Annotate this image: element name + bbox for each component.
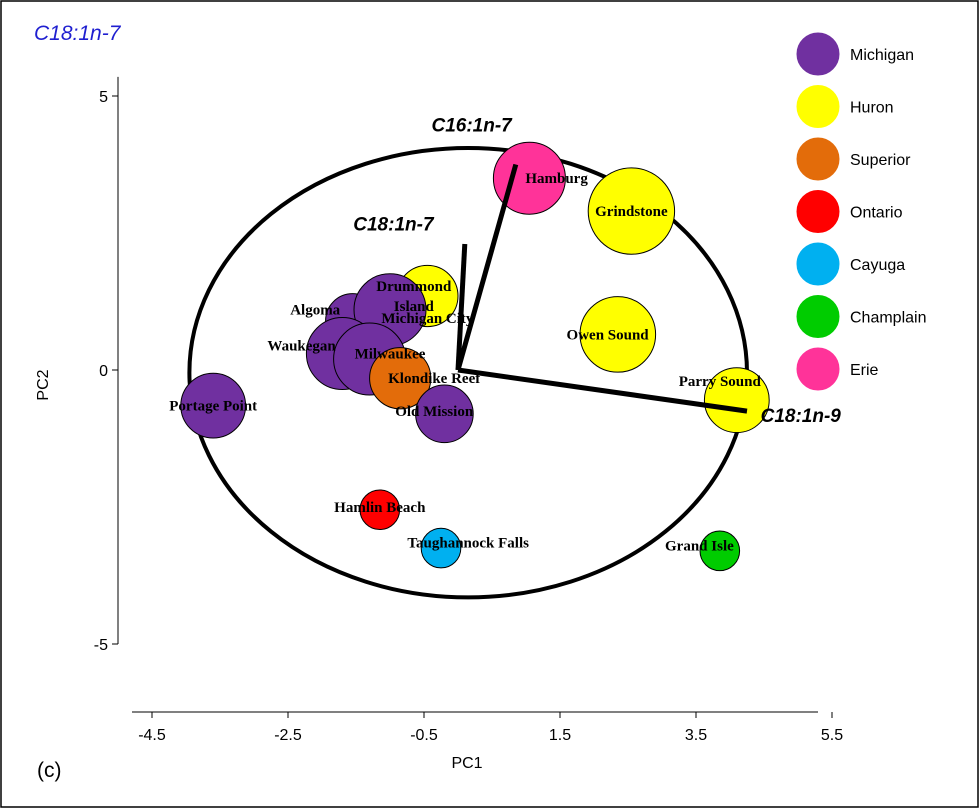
legend-label: Superior (850, 152, 911, 169)
legend-swatch (796, 137, 840, 181)
point-label: Waukegan (267, 338, 336, 354)
point-marker (579, 296, 657, 373)
point-label: Owen Sound (567, 327, 650, 343)
point-marker (703, 367, 770, 434)
x-tick-label: 1.5 (549, 727, 571, 744)
vector-label: C18:1n-7 (353, 214, 435, 235)
x-tick-label: -2.5 (274, 727, 302, 744)
point-marker (415, 384, 474, 444)
panel-label: (c) (37, 759, 62, 782)
point-marker (359, 489, 401, 531)
loading-vector (457, 367, 748, 414)
point-label: Hamburg (525, 171, 588, 187)
legend-swatch (796, 85, 840, 128)
point-marker (420, 527, 462, 569)
x-axis-label: PC1 (451, 755, 482, 772)
chart-title: C18:1n-7 (34, 22, 122, 45)
y-tick-label: -5 (94, 637, 108, 654)
x-tick-label: -0.5 (410, 727, 438, 744)
legend-swatch (796, 295, 840, 338)
points-layer (180, 141, 770, 572)
vector-label: C16:1n-7 (431, 116, 513, 137)
loading-vector (455, 243, 468, 371)
vector-label: C18:1n-9 (761, 406, 842, 427)
legend-label: Champlain (850, 310, 926, 327)
point-label: Portage Point (169, 399, 257, 415)
point-label: Algoma (290, 303, 340, 319)
y-axis-label: PC2 (35, 369, 52, 400)
point-marker (587, 167, 676, 255)
point-marker (369, 347, 432, 410)
vectors-layer: C16:1n-7 C18:1n-7 C18:1n-9 (353, 116, 841, 427)
axes: -4.5 -2.5 -0.5 1.5 3.5 5.5 5 0 -5 (94, 76, 843, 744)
point-label: Grindstone (595, 204, 668, 220)
point-label: Drummond (376, 279, 452, 295)
legend-label: Cayuga (850, 257, 905, 274)
point-label: Klondike Reef (388, 371, 481, 387)
point-label: Old Mission (395, 404, 474, 420)
point-label: Hamlin Beach (334, 500, 426, 516)
point-label: Michigan City (381, 311, 474, 327)
legend-swatch (796, 347, 840, 391)
legend-swatch (796, 32, 840, 76)
legend-label: Ontario (850, 205, 903, 222)
point-label: Parry Sound (679, 374, 762, 390)
legend: Michigan Huron Superior Ontario Cayuga Champl… (796, 32, 926, 391)
legend-label: Huron (850, 100, 894, 117)
y-tick-label: 0 (99, 363, 108, 380)
legend-label: Michigan (850, 47, 914, 64)
point-label: Island (394, 299, 435, 315)
legend-label: Erie (850, 362, 879, 379)
x-tick-label: 3.5 (685, 727, 707, 744)
point-marker (492, 141, 566, 215)
legend-swatch (796, 242, 840, 286)
point-label: Grand Isle (665, 538, 734, 554)
point-marker (180, 372, 247, 439)
point-label: Milwaukee (355, 347, 426, 363)
point-marker (699, 530, 741, 572)
point-label: Taughannock Falls (407, 536, 529, 552)
y-tick-label: 5 (99, 89, 108, 106)
x-tick-label: -4.5 (138, 727, 166, 744)
legend-swatch (796, 190, 840, 233)
labels-layer: Hamburg Grindstone Drummond Island Owen Soun… (169, 171, 761, 554)
x-tick-label: 5.5 (821, 727, 843, 744)
loading-vector (455, 163, 519, 371)
